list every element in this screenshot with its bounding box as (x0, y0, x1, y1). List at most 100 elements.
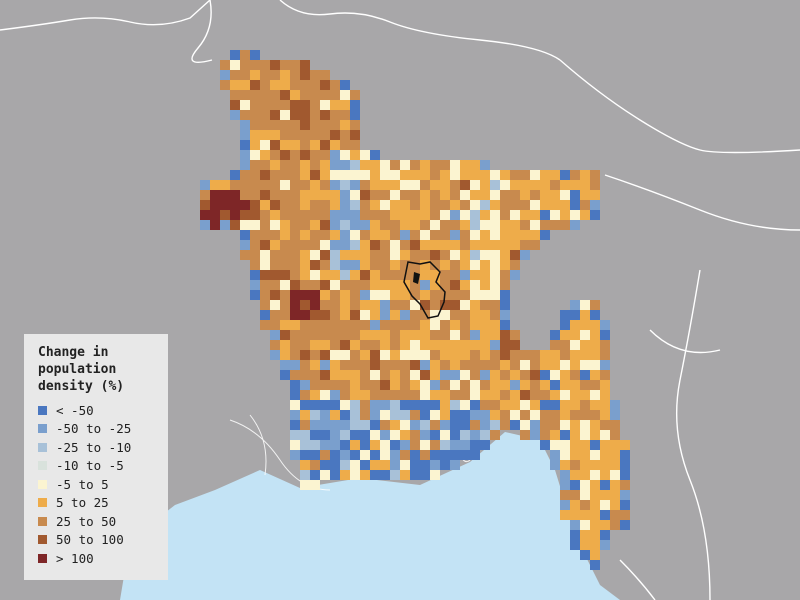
density-cell (510, 330, 520, 340)
density-cell (450, 400, 460, 410)
density-cell (580, 520, 590, 530)
density-cell (510, 350, 520, 360)
density-cell (250, 80, 260, 90)
density-cell (400, 170, 410, 180)
density-cell (310, 480, 320, 490)
density-cell (390, 160, 400, 170)
density-cell (520, 410, 530, 420)
density-cell (580, 550, 590, 560)
density-cell (320, 90, 330, 100)
density-cell (290, 60, 300, 70)
density-cell (340, 430, 350, 440)
density-cell (310, 90, 320, 100)
density-cell (590, 380, 600, 390)
density-cell (370, 420, 380, 430)
legend-swatch (38, 461, 47, 471)
density-cell (360, 190, 370, 200)
density-cell (600, 370, 610, 380)
density-cell (330, 190, 340, 200)
density-cell (480, 300, 490, 310)
density-cell (510, 200, 520, 210)
density-cell (370, 160, 380, 170)
density-cell (340, 180, 350, 190)
density-cell (360, 230, 370, 240)
density-cell (410, 410, 420, 420)
density-cell (420, 330, 430, 340)
density-cell (340, 200, 350, 210)
density-cell (360, 380, 370, 390)
density-cell (620, 520, 630, 530)
density-cell (510, 360, 520, 370)
density-cell (400, 190, 410, 200)
density-cell (460, 260, 470, 270)
density-cell (420, 170, 430, 180)
density-cell (430, 270, 440, 280)
density-cell (270, 190, 280, 200)
density-cell (580, 340, 590, 350)
density-cell (300, 440, 310, 450)
density-cell (270, 70, 280, 80)
density-cell (250, 250, 260, 260)
density-cell (570, 200, 580, 210)
density-cell (350, 250, 360, 260)
density-cell (240, 50, 250, 60)
density-cell (400, 310, 410, 320)
density-cell (290, 410, 300, 420)
density-cell (540, 200, 550, 210)
density-cell (370, 220, 380, 230)
density-cell (290, 290, 300, 300)
density-cell (230, 180, 240, 190)
density-cell (520, 220, 530, 230)
density-cell (590, 430, 600, 440)
density-cell (280, 130, 290, 140)
density-cell (460, 190, 470, 200)
density-cell (580, 510, 590, 520)
density-cell (320, 180, 330, 190)
density-cell (460, 340, 470, 350)
legend-item: -50 to -25 (38, 420, 168, 439)
density-cell (330, 110, 340, 120)
density-cell (550, 340, 560, 350)
density-cell (300, 140, 310, 150)
density-cell (290, 330, 300, 340)
density-cell (550, 210, 560, 220)
density-cell (480, 420, 490, 430)
density-cell (330, 380, 340, 390)
density-cell (350, 160, 360, 170)
density-cell (340, 230, 350, 240)
density-cell (480, 190, 490, 200)
density-cell (340, 360, 350, 370)
density-cell (560, 490, 570, 500)
density-cell (400, 200, 410, 210)
density-cell (380, 180, 390, 190)
density-cell (270, 220, 280, 230)
legend-items: < -50 -50 to -25 -25 to -10 -10 to -5 -5 to … (38, 401, 168, 568)
density-cell (390, 230, 400, 240)
density-cell (600, 340, 610, 350)
density-cell (230, 90, 240, 100)
density-cell (230, 170, 240, 180)
density-cell (510, 370, 520, 380)
density-cell (470, 440, 480, 450)
density-cell (400, 420, 410, 430)
density-cell (610, 440, 620, 450)
density-cell (240, 130, 250, 140)
density-cell (370, 440, 380, 450)
density-cell (420, 270, 430, 280)
density-cell (380, 200, 390, 210)
density-cell (580, 210, 590, 220)
density-cell (310, 230, 320, 240)
density-cell (380, 370, 390, 380)
density-cell (530, 240, 540, 250)
density-cell (580, 470, 590, 480)
density-cell (260, 90, 270, 100)
density-cell (560, 180, 570, 190)
density-cell (390, 360, 400, 370)
density-cell (430, 280, 440, 290)
density-cell (400, 340, 410, 350)
density-cell (530, 230, 540, 240)
density-cell (320, 290, 330, 300)
density-cell (300, 410, 310, 420)
density-cell (330, 130, 340, 140)
density-cell (570, 440, 580, 450)
